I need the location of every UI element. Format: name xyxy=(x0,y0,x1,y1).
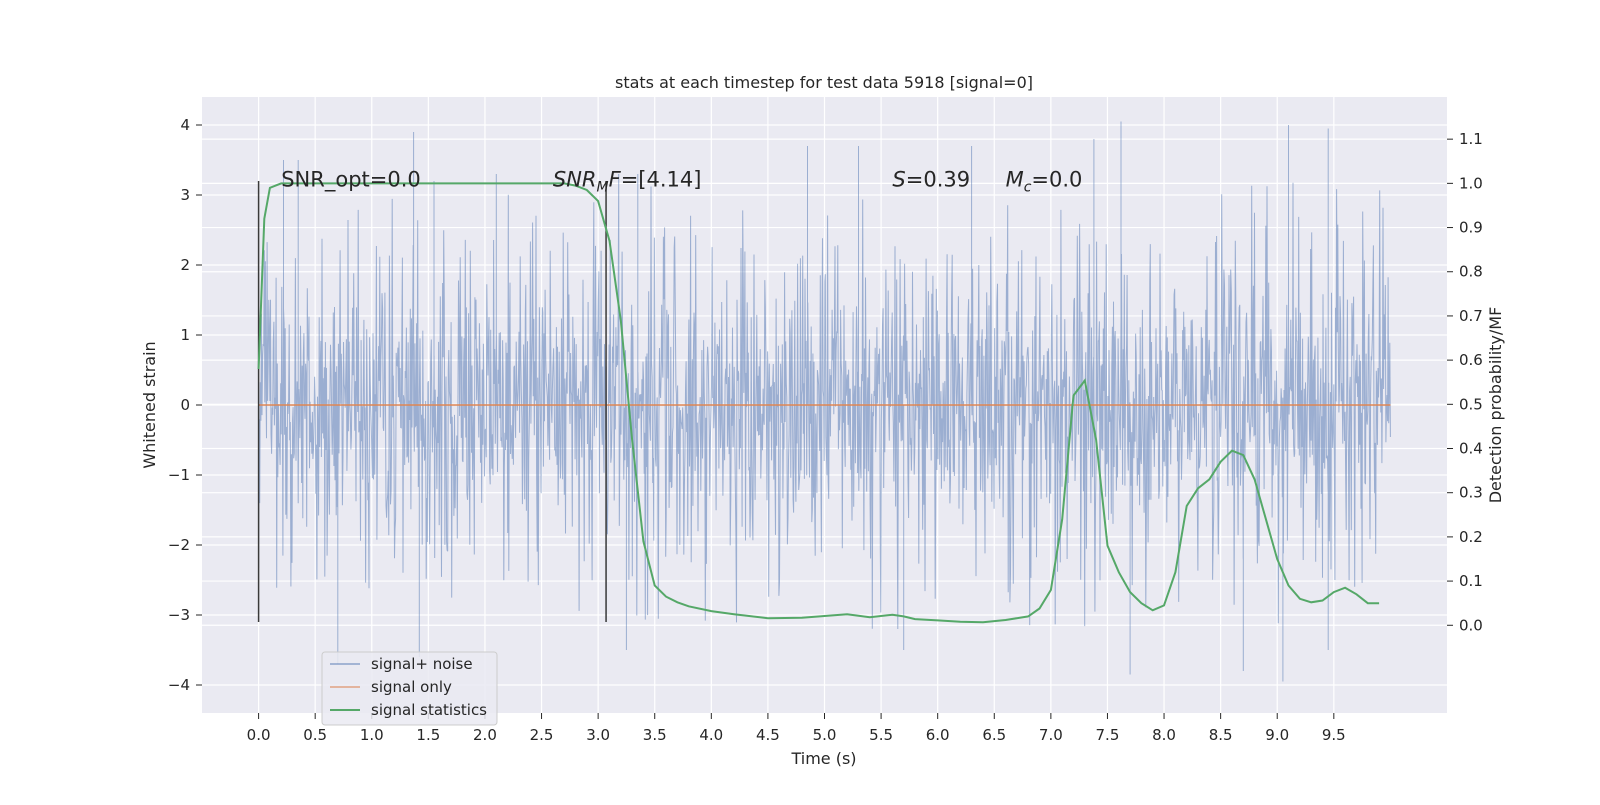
legend-box xyxy=(321,651,498,726)
y2-tick-label: 0.7 xyxy=(1459,307,1483,325)
x-tick-label: 7.0 xyxy=(1039,726,1063,744)
y-axis-ticks: 4 3 2 1 0 −1 −2 −3 −4 xyxy=(168,116,202,694)
y-tick-label: 3 xyxy=(180,186,190,204)
x-tick-label: 4.5 xyxy=(756,726,780,744)
y2-tick-label: 1.0 xyxy=(1459,174,1483,192)
y2-tick-label: 0.1 xyxy=(1459,572,1483,590)
x-tick-label: 4.0 xyxy=(699,726,723,744)
x-tick-label: 6.5 xyxy=(982,726,1006,744)
x-tick-label: 3.0 xyxy=(586,726,610,744)
series-signal-statistics xyxy=(257,182,1380,624)
annotation-2: S=0.39 xyxy=(892,168,970,192)
y-tick-label: 2 xyxy=(180,256,190,274)
legend-label-signal-only: signal only xyxy=(371,678,452,696)
y2-tick-label: 0.6 xyxy=(1459,351,1483,369)
x-tick-label: 0.0 xyxy=(247,726,271,744)
legend-label-signal-noise: signal+ noise xyxy=(371,655,473,673)
x-tick-label: 6.0 xyxy=(926,726,950,744)
chart-title: stats at each timestep for test data 591… xyxy=(615,73,1033,92)
annotation-1: SNRMF=[4.14] xyxy=(553,168,702,196)
y2-tick-label: 1.1 xyxy=(1459,130,1483,148)
x-tick-label: 2.0 xyxy=(473,726,497,744)
x-tick-label: 0.5 xyxy=(303,726,327,744)
x-tick-label: 2.5 xyxy=(530,726,554,744)
x-tick-label: 1.5 xyxy=(416,726,440,744)
x-tick-label: 1.0 xyxy=(360,726,384,744)
y2-tick-label: 0.8 xyxy=(1459,263,1483,281)
y-tick-label: 4 xyxy=(180,116,190,134)
y2-tick-label: 0.5 xyxy=(1459,395,1483,413)
annotation-0: SNR_opt=0.0 xyxy=(281,168,421,193)
legend-label-signal-statistics: signal statistics xyxy=(371,701,487,719)
legend: signal+ noise signal only signal statist… xyxy=(321,651,498,726)
x-axis-ticks: 0.0 0.5 1.0 1.5 2.0 2.5 3.0 3.5 4.0 4.5 5.0 5.5 6.0 6… xyxy=(247,713,1346,744)
x-tick-label: 8.0 xyxy=(1152,726,1176,744)
y2-tick-label: 0.0 xyxy=(1459,616,1483,634)
y2-axis-label: Detection probability/MF xyxy=(1486,307,1505,504)
y-axis-label: Whitened strain xyxy=(140,341,159,468)
y-tick-label: 1 xyxy=(180,326,190,344)
y-tick-label: −3 xyxy=(168,606,190,624)
x-tick-label: 7.5 xyxy=(1096,726,1120,744)
annotation-3: Mc=0.0 xyxy=(1006,168,1083,196)
x-tick-label: 3.5 xyxy=(643,726,667,744)
annotations: SNR_opt=0.0 SNRMF=[4.14] S=0.39 Mc=0.0 xyxy=(281,168,1082,196)
series-signal-noise xyxy=(258,121,1391,682)
x-tick-label: 9.0 xyxy=(1265,726,1289,744)
x-tick-label: 5.5 xyxy=(869,726,893,744)
x-axis-label: Time (s) xyxy=(790,749,856,768)
y-tick-label: −1 xyxy=(168,466,190,484)
y-tick-label: 0 xyxy=(180,396,190,414)
vertical-markers xyxy=(257,181,607,622)
y-tick-label: −4 xyxy=(168,676,190,694)
y2-tick-label: 0.9 xyxy=(1459,219,1483,237)
x-tick-label: 9.5 xyxy=(1322,726,1346,744)
x-tick-label: 8.5 xyxy=(1209,726,1233,744)
y-tick-label: −2 xyxy=(168,536,190,554)
y2-tick-label: 0.2 xyxy=(1459,528,1483,546)
y2-axis-ticks: 1.1 1.0 0.9 0.8 0.7 0.6 0.5 0.4 0.3 0.2 0.1 0.0 xyxy=(1447,130,1483,634)
y2-tick-label: 0.3 xyxy=(1459,484,1483,502)
signal-statistics-line xyxy=(257,182,1380,624)
x-tick-label: 5.0 xyxy=(813,726,837,744)
signal-noise-line xyxy=(258,121,1391,682)
y2-tick-label: 0.4 xyxy=(1459,440,1483,458)
